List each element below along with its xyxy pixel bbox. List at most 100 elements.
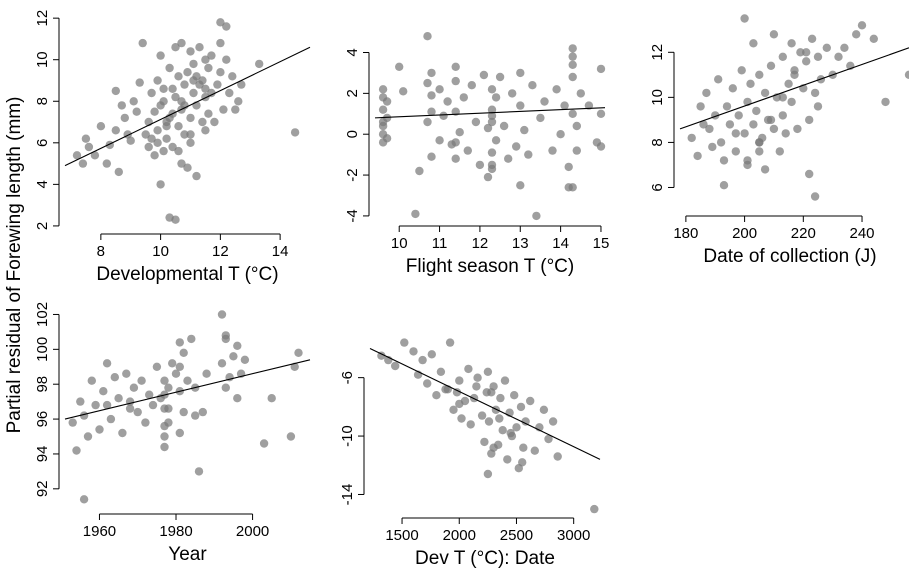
data-point [445, 338, 455, 347]
x-tick-label: 240 [850, 225, 875, 242]
data-point [137, 376, 146, 385]
data-point [572, 121, 581, 131]
data-point [487, 117, 497, 127]
y-tick-label: 0 [344, 130, 361, 138]
data-point [132, 107, 141, 116]
data-point [749, 39, 758, 48]
x-tick-label: 200 [732, 225, 757, 242]
data-point [487, 111, 497, 121]
data-point [177, 159, 186, 168]
data-point [183, 376, 192, 385]
data-point [171, 92, 180, 102]
data-point [699, 120, 708, 129]
data-point [378, 105, 388, 114]
data-point [174, 122, 183, 131]
data-point [463, 146, 472, 155]
data-point [99, 387, 108, 396]
data-point [68, 418, 77, 427]
x-axis-title: Dev T (°C): Date [415, 548, 555, 568]
data-point [221, 383, 230, 392]
data-point [869, 34, 878, 43]
x-tick-label: 14 [272, 243, 289, 260]
data-point [572, 146, 581, 155]
data-point [904, 70, 909, 79]
data-point [487, 105, 497, 114]
data-point [150, 107, 159, 116]
data-point [455, 399, 464, 409]
data-point [480, 437, 489, 447]
data-point [813, 52, 823, 61]
data-point [457, 414, 466, 423]
data-point [881, 97, 890, 107]
x-tick-label: 11 [432, 235, 448, 252]
data-point [192, 171, 201, 181]
data-point [496, 393, 505, 403]
data-point [459, 93, 468, 102]
data-point [201, 55, 210, 64]
data-point [857, 21, 867, 30]
data-point [536, 113, 545, 123]
data-point [95, 425, 104, 434]
data-point [755, 147, 764, 156]
data-point [204, 109, 213, 118]
data-point [793, 124, 802, 134]
data-point [518, 458, 527, 467]
x-tick-label: 1980 [159, 523, 192, 540]
data-point [740, 14, 749, 23]
data-point [539, 405, 549, 414]
data-point [233, 341, 242, 350]
data-point [455, 128, 464, 137]
y-tick-label: 6 [34, 139, 51, 147]
data-point [160, 376, 169, 385]
data-point [731, 129, 740, 138]
data-point [503, 455, 512, 464]
data-point [195, 43, 204, 52]
data-point [411, 209, 420, 219]
x-tick-label: 2500 [500, 527, 533, 544]
data-point [110, 373, 120, 382]
data-point [102, 359, 112, 368]
data-point [378, 85, 388, 94]
x-tick-label: 1960 [83, 523, 116, 540]
data-point [487, 85, 497, 94]
data-point [473, 373, 482, 382]
data-point [290, 362, 299, 371]
data-point [568, 72, 577, 82]
data-point [590, 504, 599, 514]
x-axis-title: Date of collection (J) [703, 246, 876, 267]
data-point [72, 446, 81, 455]
data-point [427, 107, 436, 116]
data-point [737, 66, 746, 75]
data-point [560, 101, 569, 110]
data-point [784, 79, 793, 89]
fit-line [64, 46, 311, 167]
data-point [532, 211, 541, 221]
data-point [111, 86, 121, 96]
data-point [91, 400, 100, 410]
data-point [147, 134, 156, 143]
x-axis-title: Year [168, 544, 207, 565]
data-point [769, 124, 779, 134]
data-point [189, 59, 198, 69]
data-point [186, 130, 195, 139]
data-point [564, 183, 573, 192]
data-point [510, 391, 519, 400]
data-point [752, 106, 761, 116]
y-tick-label: -6 [339, 371, 356, 384]
data-point [696, 102, 705, 111]
x-tick-label: 15 [593, 235, 610, 252]
data-point [504, 154, 513, 163]
data-point [237, 80, 246, 89]
data-point [168, 84, 177, 94]
data-point [766, 61, 776, 70]
data-point [506, 428, 515, 438]
data-point [180, 80, 189, 89]
data-point [548, 417, 558, 426]
data-point [409, 347, 418, 356]
chart-panel-1: 8 10 12 14 Developmental T (°C) 2 4 6 8 10 12 [34, 10, 311, 285]
data-point [228, 72, 237, 81]
x-tick-label: 8 [97, 243, 105, 260]
data-point [702, 88, 711, 98]
data-point [719, 181, 729, 190]
data-point [596, 64, 606, 74]
